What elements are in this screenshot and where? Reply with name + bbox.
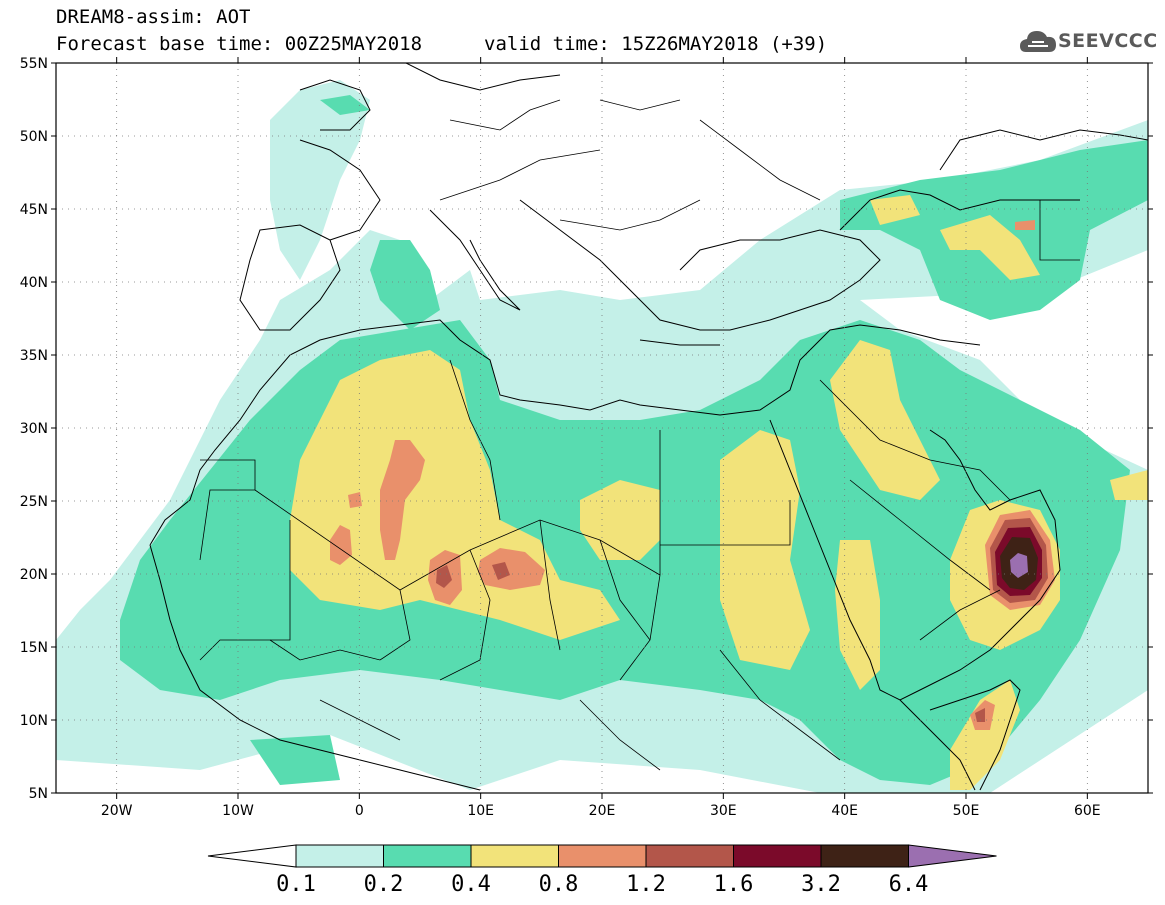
lat-tick-label: 10N bbox=[20, 713, 48, 729]
country-borders bbox=[199, 99, 1080, 771]
colorbar-under-triangle bbox=[207, 844, 297, 868]
lat-tick-label: 55N bbox=[20, 56, 48, 72]
logo-text: SEEVCCC bbox=[1058, 30, 1158, 52]
lat-tick-label: 35N bbox=[20, 348, 48, 364]
lon-tick-label: 20E bbox=[589, 803, 616, 819]
colorbar-level-label: 3.2 bbox=[801, 872, 841, 897]
seevccc-cloud-logo-icon bbox=[1020, 31, 1056, 52]
colorbar bbox=[207, 844, 997, 868]
colorbar-level-label: 0.4 bbox=[451, 872, 491, 897]
lat-tick-label: 45N bbox=[20, 202, 48, 218]
lat-tick-label: 5N bbox=[29, 786, 48, 802]
colorbar-level-label: 0.1 bbox=[276, 872, 316, 897]
lon-tick-label: 30E bbox=[710, 803, 737, 819]
colorbar-swatch bbox=[470, 844, 559, 868]
colorbar-swatch bbox=[295, 844, 384, 868]
valid-time: valid time: 15Z26MAY2018 (+39) bbox=[484, 33, 828, 55]
lon-tick-label: 10E bbox=[467, 803, 494, 819]
map-title: DREAM8-assim: AOT bbox=[56, 6, 251, 28]
colorbar-swatch bbox=[558, 844, 647, 868]
lat-tick-label: 50N bbox=[20, 129, 48, 145]
forecast-base-time: Forecast base time: 00Z25MAY2018 bbox=[56, 33, 423, 55]
colorbar-level-label: 1.2 bbox=[626, 872, 666, 897]
lon-tick-label: 40E bbox=[831, 803, 858, 819]
lon-tick-label: 50E bbox=[953, 803, 980, 819]
lon-tick-label: 20W bbox=[101, 803, 133, 819]
colorbar-level-label: 6.4 bbox=[888, 872, 929, 897]
lon-tick-label: 60E bbox=[1074, 803, 1101, 819]
lon-tick-label: 10W bbox=[222, 803, 254, 819]
grid-lines bbox=[56, 63, 1148, 793]
lat-tick-label: 25N bbox=[20, 494, 48, 510]
colorbar-swatch bbox=[383, 844, 472, 868]
aot-field bbox=[56, 63, 1148, 793]
colorbar-over-triangle bbox=[908, 844, 997, 868]
colorbar-level-label: 0.8 bbox=[538, 872, 579, 897]
colorbar-swatch bbox=[733, 844, 822, 868]
lat-tick-label: 15N bbox=[20, 640, 48, 656]
colorbar-swatch bbox=[645, 844, 734, 868]
colorbar-level-label: 1.6 bbox=[713, 872, 754, 897]
coastlines bbox=[149, 63, 1148, 791]
colorbar-swatch bbox=[820, 844, 909, 868]
lat-tick-label: 30N bbox=[20, 421, 48, 437]
lat-tick-label: 20N bbox=[20, 567, 48, 583]
colorbar-level-label: 0.2 bbox=[363, 872, 404, 897]
lat-tick-label: 40N bbox=[20, 275, 48, 291]
lon-tick-label: 0 bbox=[355, 803, 364, 819]
